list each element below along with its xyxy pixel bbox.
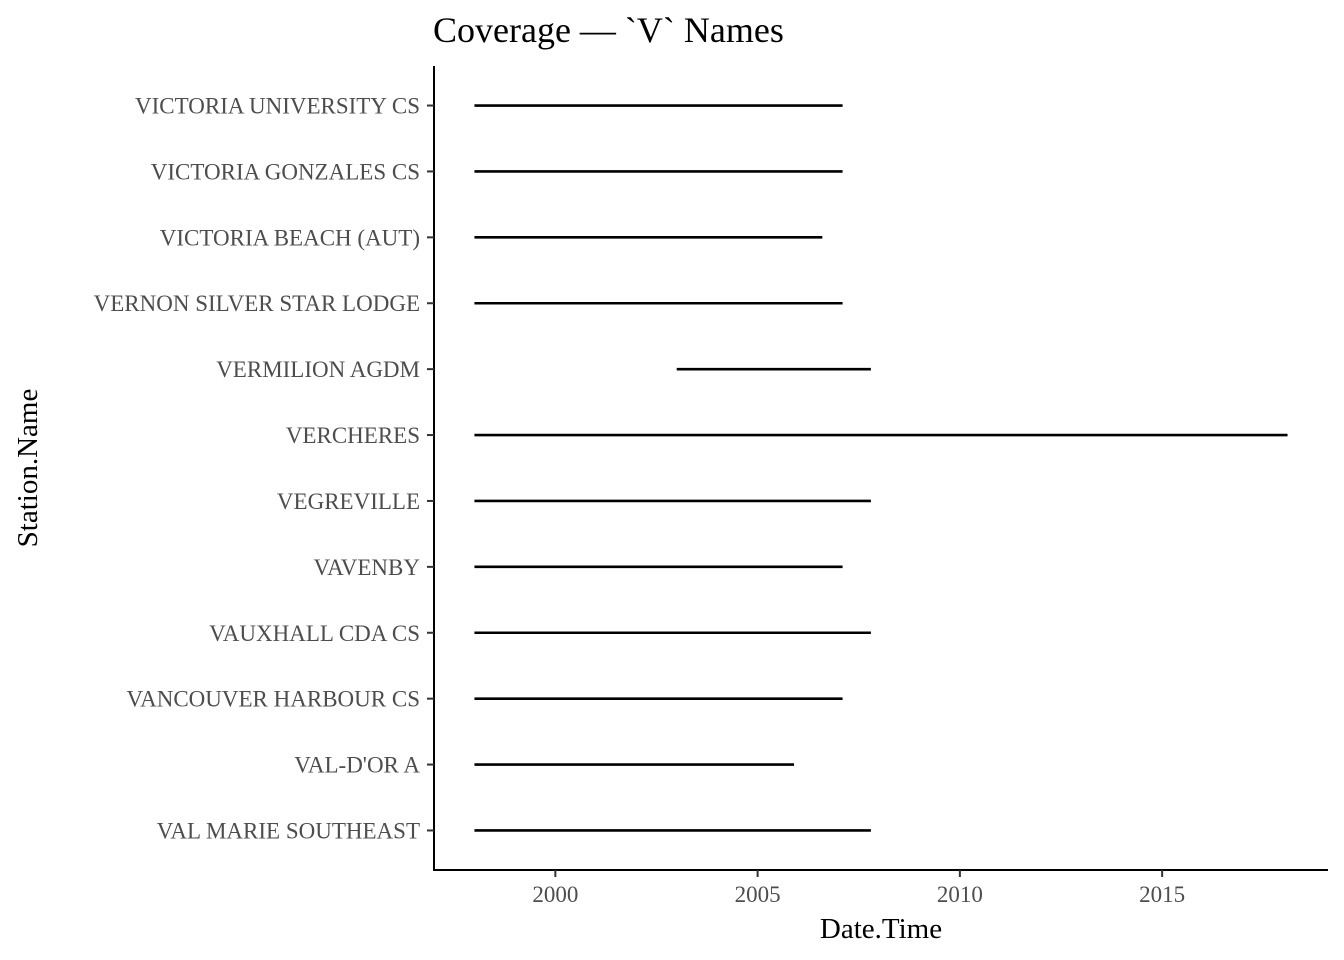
y-tick-label: VEGREVILLE: [277, 489, 420, 514]
y-tick-label: VERMILION AGDM: [216, 357, 420, 382]
y-tick-label: VAL MARIE SOUTHEAST: [157, 818, 420, 843]
y-tick-label: VICTORIA GONZALES CS: [151, 159, 420, 184]
y-tick-label: VAUXHALL CDA CS: [209, 621, 420, 646]
y-tick-label: VERNON SILVER STAR LODGE: [94, 291, 420, 316]
y-tick-label: VAVENBY: [313, 555, 420, 580]
y-tick-label: VANCOUVER HARBOUR CS: [126, 687, 420, 712]
y-tick-label: VICTORIA BEACH (AUT): [160, 225, 420, 250]
y-tick-label: VERCHERES: [286, 423, 420, 448]
x-axis-ticks: 2000 2005 2010 2015: [532, 870, 1185, 907]
y-tick-label: VAL-D'OR A: [294, 753, 420, 778]
x-tick-label: 2015: [1139, 882, 1185, 907]
y-axis-title: Station.Name: [12, 389, 44, 548]
x-tick-label: 2005: [735, 882, 781, 907]
segments-layer: [474, 104, 1288, 832]
chart-title: Coverage — `V` Names: [433, 10, 784, 50]
x-tick-label: 2010: [937, 882, 983, 907]
y-axis-ticks: VAL MARIE SOUTHEAST VAL-D'OR A VANCOUVER H…: [94, 94, 434, 843]
y-tick-label: VICTORIA UNIVERSITY CS: [135, 94, 420, 119]
x-tick-label: 2000: [532, 882, 578, 907]
x-axis-title: Date.Time: [820, 913, 942, 945]
